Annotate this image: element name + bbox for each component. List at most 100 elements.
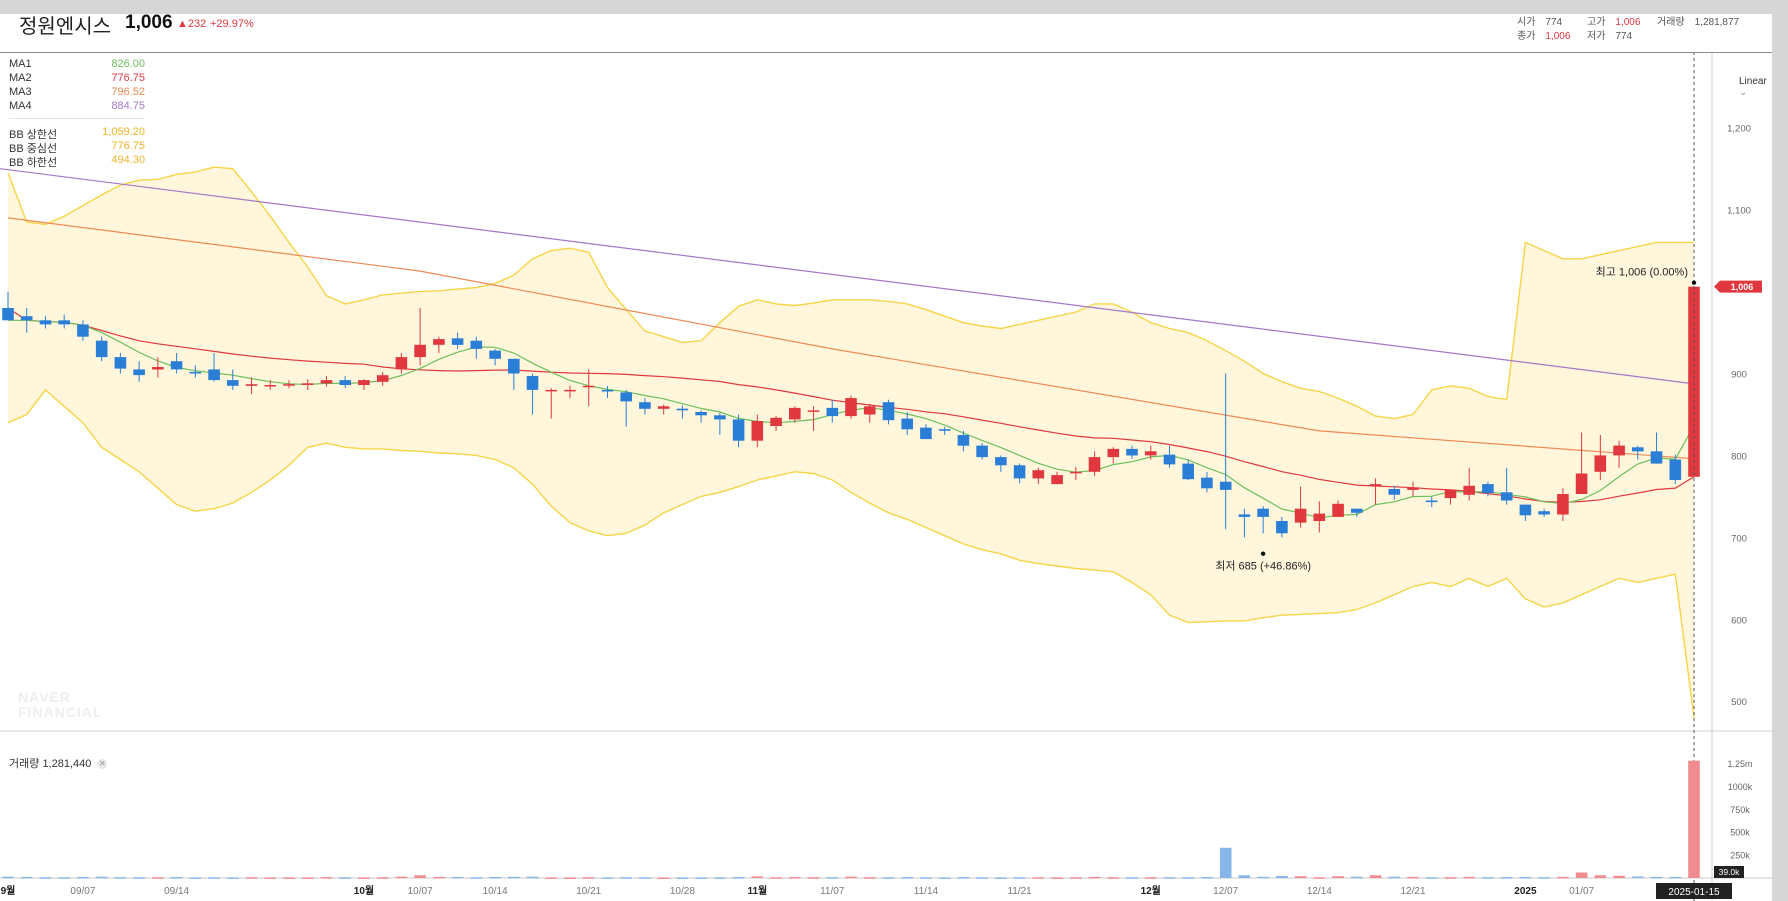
scale-mode-label: Linear — [1739, 76, 1767, 87]
open-value: 774 — [1545, 17, 1563, 28]
candle — [639, 402, 651, 409]
volume-bar — [845, 876, 857, 879]
candle — [1201, 477, 1213, 489]
volume-bar — [751, 876, 764, 878]
candle — [976, 445, 988, 458]
candle — [901, 418, 913, 430]
volume-bar — [1294, 876, 1307, 878]
candle — [1444, 489, 1457, 499]
time-tick-label: 11/21 — [1007, 886, 1032, 897]
candle — [938, 429, 951, 431]
volume-bar — [470, 877, 483, 879]
candle — [1276, 521, 1288, 534]
time-tick-label: 12월 — [1141, 885, 1161, 897]
candle — [170, 361, 183, 370]
candle — [470, 340, 483, 349]
volume-bar — [732, 877, 745, 879]
candle — [732, 419, 745, 441]
volume-bar — [264, 877, 277, 879]
candle — [1519, 504, 1532, 516]
candle — [508, 358, 520, 374]
low-value: 774 — [1615, 31, 1633, 42]
volume-bar — [1594, 875, 1607, 878]
stock-header: 정원엔시스 1,006 ▲232 +29.97% 시가 774 고가 1,006 거… — [0, 12, 1772, 53]
chevron-down-icon: ⌄ — [1739, 87, 1748, 98]
candle — [208, 369, 220, 381]
legend-ma3-label: MA3 — [9, 86, 32, 98]
volume-bar — [20, 876, 33, 879]
legend-ma3: MA3 796.52 — [9, 86, 145, 98]
volume-bar — [1013, 877, 1026, 879]
volume-bar — [695, 877, 707, 879]
candle — [1107, 448, 1120, 458]
time-tick-label: 2025 — [1514, 886, 1537, 897]
ma3-line — [7, 217, 1695, 460]
volume-bar — [39, 877, 52, 879]
time-tick-label: 11/07 — [820, 886, 845, 897]
high-label: 고가 — [1587, 17, 1606, 28]
price-change-rate: +29.97% — [210, 18, 254, 30]
current-price: 1,006 — [125, 12, 173, 33]
candle — [676, 408, 689, 411]
chart-canvas[interactable]: 최고 1,006 (0.00%) 최저 685 (+46.86%) 500 600 70… — [0, 14, 1772, 901]
candle — [770, 417, 782, 426]
volume-panel-title: 거래량 — [9, 758, 40, 770]
candle — [1575, 473, 1588, 494]
volume-bar — [1407, 876, 1419, 879]
volume-bar — [1369, 875, 1382, 878]
candle — [489, 350, 501, 359]
volume-bar — [639, 877, 651, 879]
candle — [1613, 445, 1625, 456]
price-change-value: 232 — [187, 18, 207, 30]
low-label: 저가 — [1587, 31, 1606, 42]
candle — [227, 380, 239, 386]
legend-ma3-value: 796.52 — [111, 86, 145, 98]
price-tick-label: 800 — [1731, 451, 1747, 462]
high-marker — [1691, 280, 1697, 285]
last-price-tag — [1714, 280, 1762, 293]
candle — [845, 398, 857, 417]
close-icon[interactable]: ✕ — [97, 759, 108, 770]
legend-ma1: MA1 826.00 — [9, 58, 145, 70]
volume-bar — [601, 877, 614, 879]
volume-bar — [320, 877, 333, 879]
volume-bar — [545, 877, 558, 879]
candle — [1070, 471, 1082, 474]
candle — [526, 376, 539, 390]
price-tick-label: 900 — [1731, 370, 1747, 381]
legend-bb-upper: BB 상한선 1,059.20 — [9, 126, 145, 142]
volume-bar — [227, 877, 239, 879]
legend-bb-upper-label: BB 상한선 — [9, 129, 58, 141]
volume-bar — [358, 877, 370, 879]
legend-bb-upper-value: 1,059.20 — [102, 126, 145, 138]
legend-bb-lower-value: 494.30 — [111, 154, 145, 166]
candle — [920, 427, 932, 440]
last-price-label: 1,006 — [1731, 282, 1754, 292]
price-tick-label: 500 — [1731, 697, 1747, 708]
volume-bar — [920, 877, 932, 879]
candle — [1032, 470, 1045, 479]
volume-bar — [901, 877, 913, 879]
candle — [714, 415, 726, 420]
volume-bar — [339, 877, 351, 879]
legend-divider — [9, 118, 145, 119]
volume-bar — [301, 877, 314, 879]
time-tick-label: 10월 — [354, 885, 374, 897]
volume-bar — [526, 876, 539, 879]
scale-mode-dropdown[interactable]: Linear ⌄ — [1739, 76, 1772, 98]
volume-bar — [77, 877, 89, 879]
time-tick-label: 10/28 — [670, 886, 695, 897]
time-tick-label: 9월 — [1, 885, 16, 897]
volume-bar — [489, 877, 501, 879]
low-annotation: 최저 685 (+46.86%) — [1215, 560, 1311, 573]
candle — [1332, 503, 1344, 517]
candle — [339, 380, 351, 385]
time-tick-label: 12/21 — [1400, 886, 1425, 897]
volume-bar — [414, 875, 426, 878]
low-marker — [1260, 551, 1266, 556]
candle — [1594, 455, 1607, 472]
volume-bar — [1444, 877, 1457, 879]
volume-bar — [1613, 875, 1625, 878]
watermark-line-2: FINANCIAL — [18, 704, 103, 720]
volume-bar — [283, 877, 295, 879]
